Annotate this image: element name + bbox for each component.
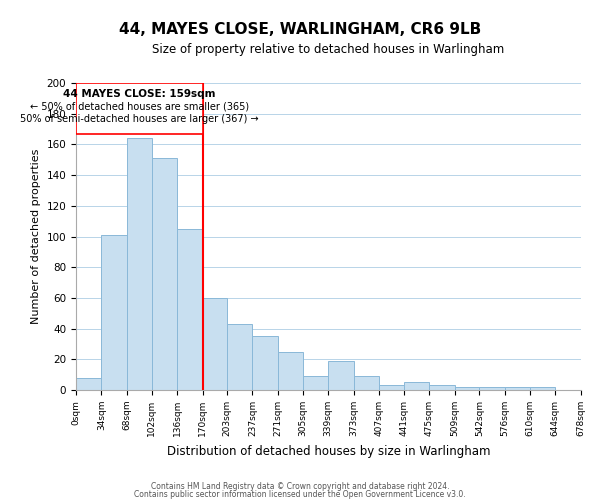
Bar: [227, 324, 253, 390]
Text: ← 50% of detached houses are smaller (365): ← 50% of detached houses are smaller (36…: [30, 102, 249, 112]
Bar: [127, 138, 152, 390]
Text: 44 MAYES CLOSE: 159sqm: 44 MAYES CLOSE: 159sqm: [63, 89, 215, 99]
Bar: [76, 378, 101, 390]
Bar: [479, 387, 505, 390]
Bar: [76, 83, 203, 134]
Bar: [278, 352, 303, 390]
Bar: [152, 158, 177, 390]
Bar: [430, 386, 455, 390]
Bar: [303, 376, 328, 390]
Bar: [530, 387, 555, 390]
Bar: [101, 235, 127, 390]
X-axis label: Distribution of detached houses by size in Warlingham: Distribution of detached houses by size …: [167, 444, 490, 458]
Title: Size of property relative to detached houses in Warlingham: Size of property relative to detached ho…: [152, 42, 505, 56]
Bar: [404, 382, 430, 390]
Bar: [253, 336, 278, 390]
Bar: [203, 298, 227, 390]
Bar: [379, 386, 404, 390]
Text: Contains public sector information licensed under the Open Government Licence v3: Contains public sector information licen…: [134, 490, 466, 499]
Bar: [353, 376, 379, 390]
Bar: [328, 361, 353, 390]
Bar: [455, 387, 479, 390]
Text: 44, MAYES CLOSE, WARLINGHAM, CR6 9LB: 44, MAYES CLOSE, WARLINGHAM, CR6 9LB: [119, 22, 481, 38]
Text: 50% of semi-detached houses are larger (367) →: 50% of semi-detached houses are larger (…: [20, 114, 259, 124]
Y-axis label: Number of detached properties: Number of detached properties: [31, 149, 41, 324]
Bar: [505, 387, 530, 390]
Text: Contains HM Land Registry data © Crown copyright and database right 2024.: Contains HM Land Registry data © Crown c…: [151, 482, 449, 491]
Bar: [177, 229, 203, 390]
